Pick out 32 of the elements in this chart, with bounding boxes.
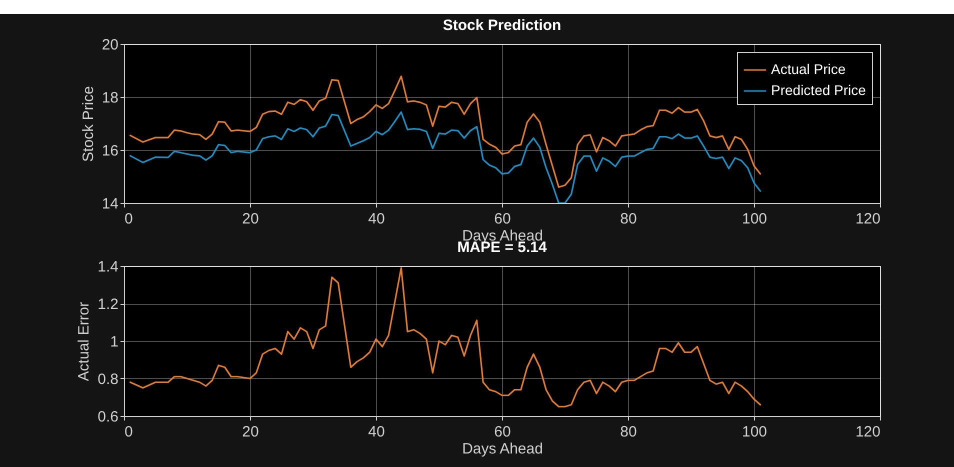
chart-title: Stock Prediction bbox=[442, 17, 562, 34]
y-tick-label: 1.2 bbox=[98, 296, 118, 313]
x-tick-label: 100 bbox=[742, 210, 768, 228]
x-tick-label: 120 bbox=[855, 210, 880, 228]
x-tick-label: 0 bbox=[124, 210, 133, 228]
x-axis-title: Days Ahead bbox=[462, 440, 543, 458]
y-tick-label: 18 bbox=[102, 90, 118, 106]
x-tick-label: 60 bbox=[494, 210, 511, 228]
legend-label: Predicted Price bbox=[771, 82, 866, 98]
x-tick-label: 40 bbox=[368, 424, 385, 440]
x-tick-label: 0 bbox=[124, 424, 133, 440]
x-tick-label: 80 bbox=[620, 210, 637, 228]
legend-label: Actual Price bbox=[771, 61, 846, 77]
y-tick-label: 1 bbox=[110, 334, 118, 350]
y-tick-label: 14 bbox=[102, 196, 118, 212]
y-axis-title: Stock Price bbox=[80, 86, 97, 162]
x-tick-label: 80 bbox=[620, 424, 637, 440]
line-series bbox=[130, 267, 762, 408]
x-tick-label: 40 bbox=[368, 210, 385, 228]
y-axis-title: Actual Error bbox=[76, 302, 93, 382]
y-tick-label: 16 bbox=[102, 142, 118, 160]
x-tick-label: 100 bbox=[742, 424, 768, 440]
x-tick-label: 60 bbox=[494, 424, 511, 440]
line-series bbox=[130, 76, 762, 188]
x-tick-label: 20 bbox=[242, 424, 259, 440]
x-tick-label: 120 bbox=[855, 424, 880, 440]
x-tick-label: 20 bbox=[242, 210, 259, 228]
y-tick-label: 0.8 bbox=[98, 371, 118, 388]
y-tick-label: 0.6 bbox=[98, 408, 118, 426]
y-tick-label: 20 bbox=[102, 36, 118, 54]
line-series bbox=[130, 111, 762, 203]
y-tick-label: 1.4 bbox=[98, 258, 118, 276]
